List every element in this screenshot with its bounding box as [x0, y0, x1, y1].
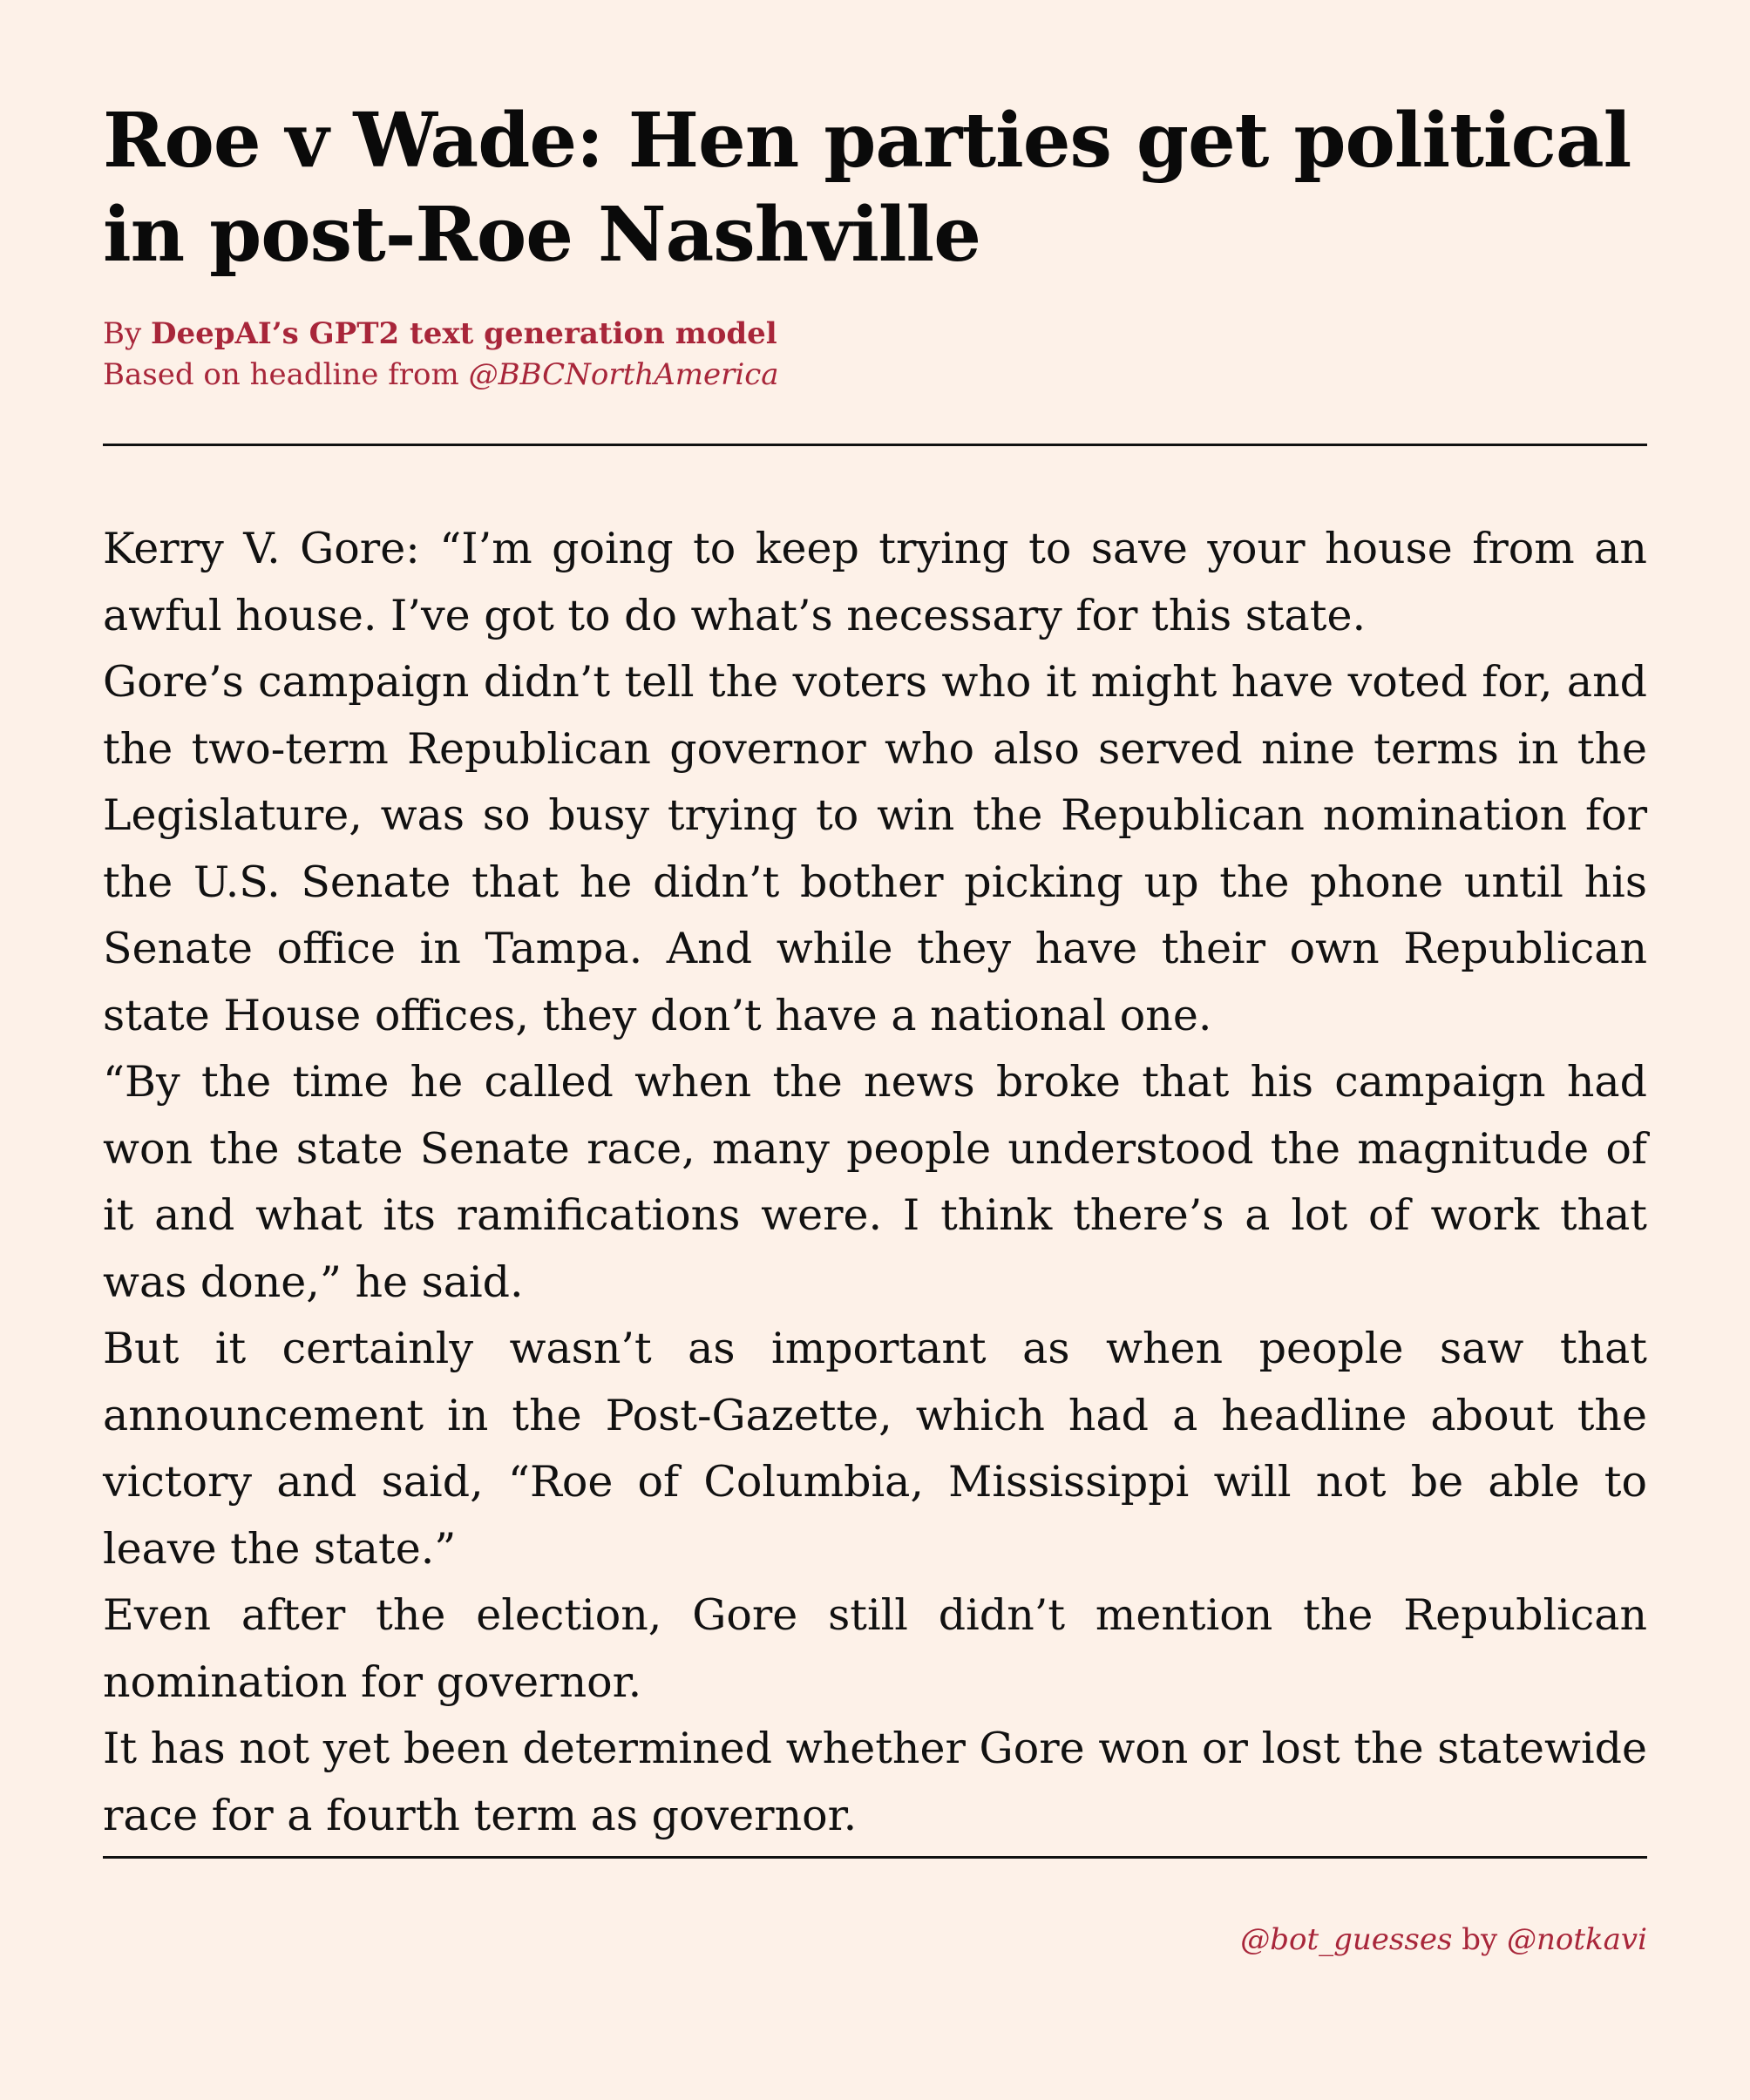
footer-by-label: by [1452, 1922, 1507, 1957]
article-paragraph: It has not yet been determined whether G… [103, 1724, 1647, 1840]
byline-source-label: Based on headline from [103, 357, 469, 392]
article-paragraph: But it certainly wasn’t as important as … [103, 1324, 1647, 1574]
byline-by-label: By [103, 316, 152, 351]
article-paragraph: “By the time he called when the news bro… [103, 1057, 1647, 1307]
byline-source-handle: @BBCNorthAmerica [468, 357, 779, 392]
top-divider [103, 444, 1647, 446]
article-body: Kerry V. Gore: “I’m going to keep trying… [103, 516, 1647, 1849]
article-headline: Roe v Wade: Hen parties get political in… [103, 97, 1631, 279]
footer-author-handle: @notkavi [1507, 1922, 1647, 1957]
article-paragraph: Even after the election, Gore still didn… [103, 1590, 1647, 1707]
footer-credit: @bot_guesses by @notkavi [103, 1919, 1647, 1961]
byline-author: DeepAI’s GPT2 text generation model [151, 316, 777, 351]
byline: By DeepAI’s GPT2 text generation model B… [103, 314, 1647, 396]
footer-bot-handle: @bot_guesses [1240, 1922, 1453, 1957]
article-paragraph: Kerry V. Gore: “I’m going to keep trying… [103, 524, 1647, 640]
byline-author-line: By DeepAI’s GPT2 text generation model [103, 314, 1647, 355]
bottom-divider [103, 1856, 1647, 1859]
article-paragraph: Gore’s campaign didn’t tell the voters w… [103, 657, 1647, 1040]
byline-source-line: Based on headline from @BBCNorthAmerica [103, 355, 1647, 396]
